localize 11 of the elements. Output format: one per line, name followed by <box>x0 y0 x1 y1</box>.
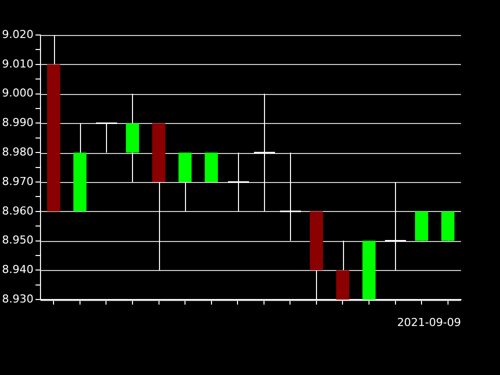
y-tick-label: 8.930 <box>2 292 34 306</box>
y-tick-label: 9.020 <box>2 28 34 41</box>
y-tick-label: 8.970 <box>2 174 34 188</box>
y-tick-label: 8.980 <box>2 145 34 158</box>
y-tick-label: 9.010 <box>2 57 34 70</box>
y-tick-label: 8.940 <box>2 263 34 276</box>
y-tick-label: 9.000 <box>2 86 34 100</box>
y-tick-label: 8.960 <box>2 204 34 218</box>
y-tick-label: 8.950 <box>2 234 34 247</box>
text: 2021-09-09 <box>397 316 461 329</box>
y-tick-label: 8.990 <box>2 116 34 130</box>
